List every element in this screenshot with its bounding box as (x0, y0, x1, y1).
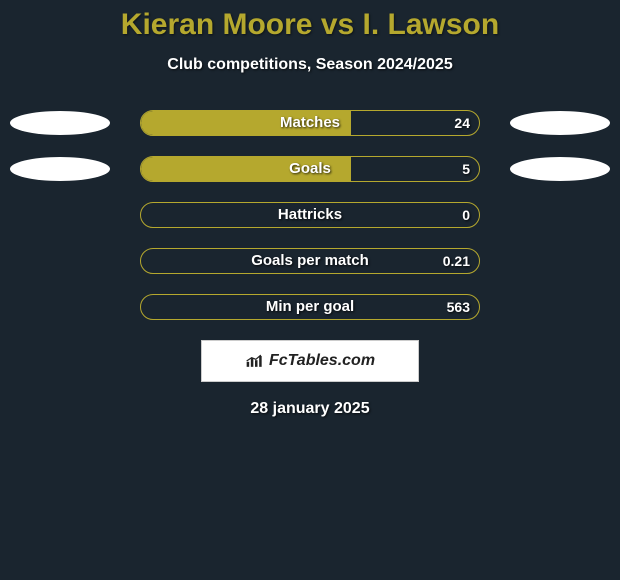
stat-row: Hattricks 0 (0, 202, 620, 228)
bar-fill (141, 157, 351, 181)
bar-track (140, 202, 480, 228)
stat-row: Min per goal 563 (0, 294, 620, 320)
comparison-infographic: Kieran Moore vs I. Lawson Club competiti… (0, 0, 620, 580)
left-value-ellipse (10, 111, 110, 135)
stat-value: 0.21 (443, 248, 470, 274)
date-label: 28 january 2025 (0, 400, 620, 418)
stat-value: 5 (462, 156, 470, 182)
bar-track (140, 248, 480, 274)
right-value-ellipse (510, 111, 610, 135)
stat-value: 563 (447, 294, 470, 320)
stat-row: Matches 24 (0, 110, 620, 136)
stat-rows: Matches 24 Goals 5 Hattricks 0 (0, 110, 620, 320)
left-value-ellipse (10, 157, 110, 181)
bar-track (140, 156, 480, 182)
branding-text: FcTables.com (269, 352, 375, 370)
bar-fill (141, 111, 351, 135)
page-title: Kieran Moore vs I. Lawson (0, 0, 620, 42)
stat-row: Goals 5 (0, 156, 620, 182)
branding-badge: FcTables.com (201, 340, 419, 382)
bar-track (140, 294, 480, 320)
stat-value: 24 (454, 110, 470, 136)
stat-row: Goals per match 0.21 (0, 248, 620, 274)
chart-icon (245, 353, 265, 369)
bar-track (140, 110, 480, 136)
page-subtitle: Club competitions, Season 2024/2025 (0, 56, 620, 74)
right-value-ellipse (510, 157, 610, 181)
stat-value: 0 (462, 202, 470, 228)
